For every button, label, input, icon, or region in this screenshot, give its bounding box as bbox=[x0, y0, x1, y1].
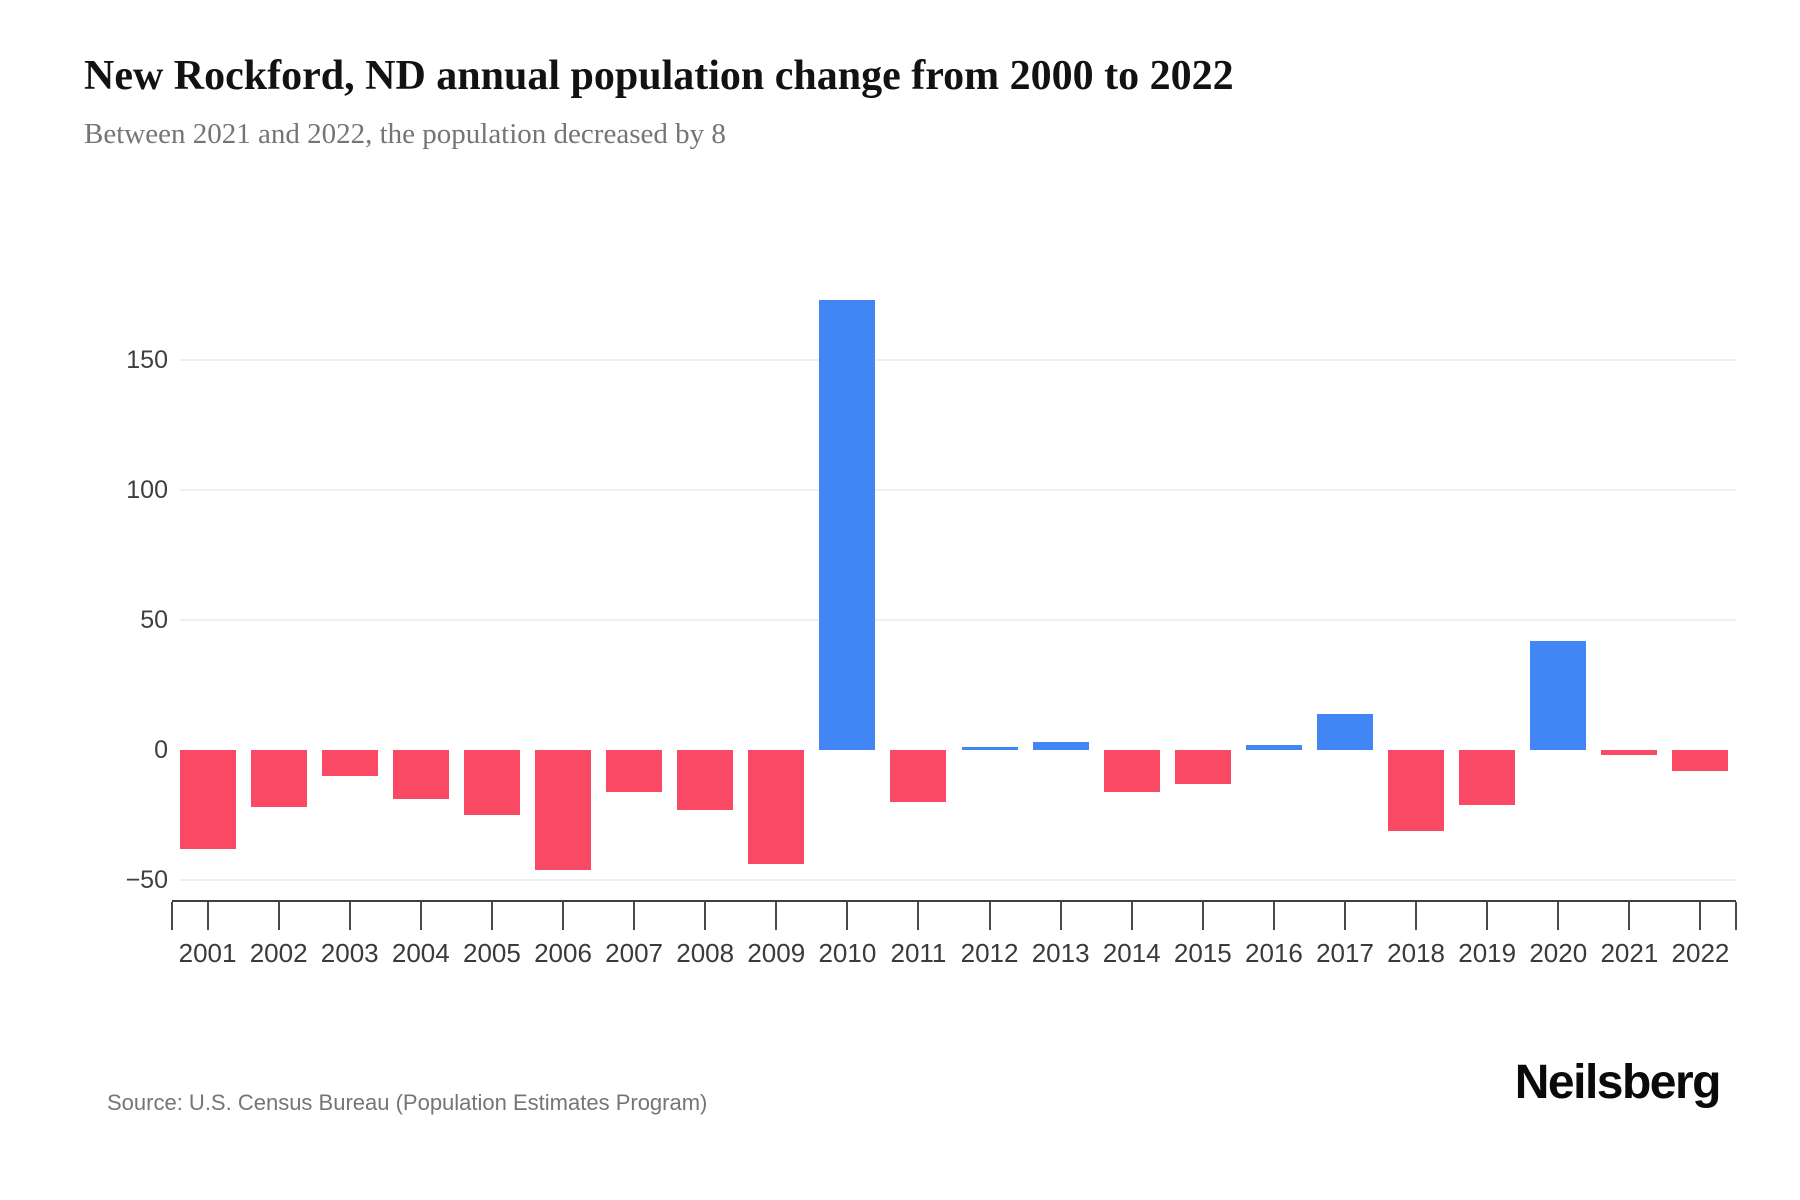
bar-chart: 150 100 50 0 −50 2001 2002 2003 2004 2005 2006 200… bbox=[0, 240, 1800, 1020]
x-tick-2003 bbox=[348, 902, 351, 930]
x-tick-2013 bbox=[1059, 902, 1062, 930]
bar-2003 bbox=[321, 750, 378, 776]
x-tick-2019 bbox=[1486, 902, 1489, 930]
x-tick-2004 bbox=[419, 902, 422, 930]
bar-2019 bbox=[1459, 750, 1516, 805]
x-tick-label-2009: 2009 bbox=[747, 938, 806, 968]
bar-2002 bbox=[250, 750, 307, 808]
chart-title: New Rockford, ND annual population chang… bbox=[84, 53, 1234, 99]
x-tick-label-2003: 2003 bbox=[320, 938, 379, 968]
x-axis-line bbox=[172, 900, 1736, 902]
gridline-100 bbox=[180, 489, 1736, 491]
y-tick-label-0: 0 bbox=[154, 736, 168, 764]
x-tick-label-2010: 2010 bbox=[818, 938, 877, 968]
plot-area bbox=[172, 240, 1736, 900]
bar-2009 bbox=[748, 750, 805, 865]
bar-2010 bbox=[819, 300, 876, 750]
x-tick-label-2004: 2004 bbox=[391, 938, 450, 968]
bar-2011 bbox=[890, 750, 947, 802]
x-tick-2014 bbox=[1130, 902, 1133, 930]
x-tick-label-2001: 2001 bbox=[178, 938, 237, 968]
x-tick-label-2021: 2021 bbox=[1600, 938, 1659, 968]
y-tick-label--50: −50 bbox=[125, 866, 168, 894]
chart-subtitle: Between 2021 and 2022, the population de… bbox=[84, 118, 726, 150]
x-tick-2009 bbox=[775, 902, 778, 930]
x-tick-2008 bbox=[704, 902, 707, 930]
bar-2013 bbox=[1032, 742, 1089, 750]
y-tick-label-100: 100 bbox=[126, 476, 168, 504]
bar-2007 bbox=[606, 750, 663, 792]
bar-2005 bbox=[463, 750, 520, 815]
bar-2017 bbox=[1317, 713, 1373, 750]
bar-2008 bbox=[677, 750, 734, 810]
x-tick-label-2014: 2014 bbox=[1102, 938, 1161, 968]
bar-2016 bbox=[1245, 744, 1302, 750]
gridline--50 bbox=[180, 879, 1736, 881]
x-tick-end bbox=[171, 902, 173, 930]
x-tick-2012 bbox=[988, 902, 991, 930]
x-tick-2005 bbox=[490, 902, 493, 930]
x-tick-2002 bbox=[277, 902, 280, 930]
x-tick-2022 bbox=[1699, 902, 1702, 930]
x-tick-label-2005: 2005 bbox=[462, 938, 521, 968]
brand-logo: Neilsberg bbox=[1514, 1056, 1722, 1109]
x-tick-label-2011: 2011 bbox=[890, 938, 947, 968]
bar-2001 bbox=[179, 750, 236, 849]
x-tick-label-2022: 2022 bbox=[1671, 938, 1730, 968]
x-tick-label-2016: 2016 bbox=[1244, 938, 1303, 968]
y-tick-label-50: 50 bbox=[140, 606, 168, 634]
x-tick-label-2017: 2017 bbox=[1316, 938, 1374, 968]
x-tick-label-2002: 2002 bbox=[249, 938, 308, 968]
bar-2014 bbox=[1103, 750, 1160, 792]
x-tick-end bbox=[1735, 902, 1737, 930]
bar-2020 bbox=[1530, 640, 1587, 750]
y-axis-labels: 150 100 50 0 −50 bbox=[0, 240, 168, 900]
x-tick-label-2019: 2019 bbox=[1458, 938, 1517, 968]
x-tick-label-2020: 2020 bbox=[1529, 938, 1588, 968]
x-tick-2021 bbox=[1628, 902, 1631, 930]
x-tick-2018 bbox=[1415, 902, 1418, 930]
x-tick-2010 bbox=[846, 902, 849, 930]
x-tick-label-2012: 2012 bbox=[960, 938, 1019, 968]
x-tick-label-2013: 2013 bbox=[1031, 938, 1090, 968]
gridline-50 bbox=[180, 619, 1736, 621]
bar-2012 bbox=[961, 747, 1018, 750]
bar-2006 bbox=[535, 750, 591, 870]
x-tick-label-2008: 2008 bbox=[676, 938, 735, 968]
y-tick-label-150: 150 bbox=[126, 346, 168, 374]
bar-2022 bbox=[1672, 750, 1729, 771]
x-tick-label-2015: 2015 bbox=[1173, 938, 1232, 968]
x-tick-2001 bbox=[206, 902, 209, 930]
x-tick-2016 bbox=[1272, 902, 1275, 930]
x-tick-label-2006: 2006 bbox=[534, 938, 592, 968]
source-note: Source: U.S. Census Bureau (Population E… bbox=[107, 1090, 708, 1115]
bar-2018 bbox=[1388, 750, 1445, 831]
bar-2004 bbox=[392, 750, 449, 800]
x-tick-2017 bbox=[1344, 902, 1346, 930]
bar-2021 bbox=[1601, 750, 1658, 756]
gridline-150 bbox=[180, 359, 1736, 361]
x-tick-2006 bbox=[562, 902, 564, 930]
x-tick-2020 bbox=[1557, 902, 1560, 930]
x-tick-2011 bbox=[917, 902, 920, 930]
x-tick-label-2007: 2007 bbox=[605, 938, 663, 968]
x-tick-label-2018: 2018 bbox=[1387, 938, 1445, 968]
x-tick-2015 bbox=[1201, 902, 1204, 930]
x-tick-2007 bbox=[633, 902, 636, 930]
bar-2015 bbox=[1174, 750, 1231, 784]
